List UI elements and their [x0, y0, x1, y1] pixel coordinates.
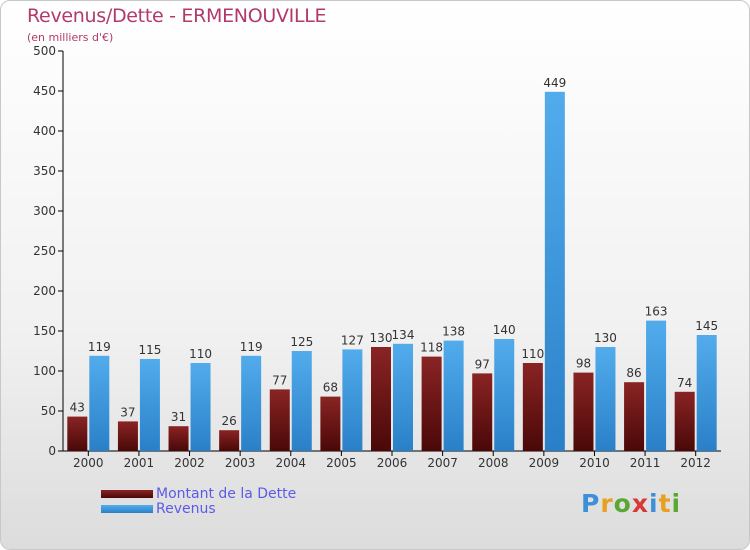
bar-revenus: [696, 335, 717, 451]
bar-dette: [219, 430, 240, 451]
logo-letter: i: [671, 489, 682, 518]
x-tick-label: 2008: [478, 456, 509, 470]
bar-revenus: [544, 91, 565, 452]
y-tick-label: 0: [48, 444, 56, 458]
data-label-revenus: 119: [88, 340, 111, 354]
x-tick-label: 2001: [124, 456, 155, 470]
bar-revenus: [595, 347, 616, 451]
bar-dette: [522, 363, 543, 451]
chart-title: Revenus/Dette - ERMENOUVILLE: [27, 5, 327, 27]
legend-swatch-revenus: [101, 505, 153, 513]
bar-dette: [674, 391, 695, 451]
bars-layer: [67, 91, 717, 452]
chart-subtitle: (en milliers d'€): [27, 31, 114, 44]
data-label-dette: 43: [70, 401, 85, 415]
bar-revenus: [190, 363, 211, 451]
bar-revenus: [89, 355, 110, 451]
y-tick-label: 50: [41, 404, 56, 418]
data-label-dette: 77: [272, 373, 287, 387]
data-label-dette: 31: [171, 410, 186, 424]
legend-label-debt: Montant de la Dette: [156, 486, 297, 502]
x-tick-label: 2012: [680, 456, 711, 470]
bar-revenus: [139, 359, 160, 451]
data-label-revenus: 125: [290, 335, 313, 349]
logo-letter: x: [631, 489, 649, 518]
bar-dette: [168, 426, 189, 451]
data-label-revenus: 145: [695, 319, 718, 333]
bar-revenus: [241, 355, 262, 451]
x-tick-label: 2003: [225, 456, 256, 470]
y-tick-label: 250: [33, 244, 56, 258]
bar-dette: [117, 421, 138, 451]
data-label-dette: 118: [420, 341, 443, 355]
x-tick-label: 2002: [174, 456, 205, 470]
data-label-revenus: 449: [543, 76, 566, 90]
y-tick-label: 300: [33, 204, 56, 218]
bar-dette: [624, 382, 645, 451]
legend-swatch-debt: [101, 490, 153, 498]
data-label-dette: 86: [626, 366, 641, 380]
y-tick-label: 350: [33, 164, 56, 178]
x-tick-label: 2005: [326, 456, 357, 470]
x-tick-label: 2009: [529, 456, 560, 470]
x-tick-label: 2000: [73, 456, 104, 470]
data-label-revenus: 140: [493, 323, 516, 337]
bar-dette: [472, 373, 493, 451]
legend-label-revenus: Revenus: [156, 501, 216, 517]
bar-dette: [421, 356, 442, 451]
logo-letter: o: [613, 489, 632, 518]
x-tick-label: 2007: [427, 456, 458, 470]
x-tick-label: 2006: [377, 456, 408, 470]
data-label-dette: 37: [120, 405, 135, 419]
data-label-revenus: 138: [442, 325, 465, 339]
logo-letter: i: [649, 489, 659, 518]
data-label-revenus: 127: [341, 333, 364, 347]
data-label-dette: 98: [576, 357, 591, 371]
logo-letter: P: [581, 489, 601, 518]
data-label-dette: 97: [475, 357, 490, 371]
logo-letter: r: [600, 489, 614, 518]
data-label-revenus: 130: [594, 331, 617, 345]
bar-revenus: [291, 351, 312, 451]
logo-letter: t: [658, 489, 672, 518]
x-tick-label: 2011: [630, 456, 661, 470]
y-tick-label: 450: [33, 84, 56, 98]
data-label-revenus: 134: [392, 328, 415, 342]
bar-revenus: [494, 339, 515, 451]
y-tick-label: 100: [33, 364, 56, 378]
data-label-revenus: 115: [138, 343, 161, 357]
bar-dette: [67, 416, 88, 451]
proxiti-logo: Proxiti: [581, 489, 681, 518]
data-label-dette: 68: [323, 381, 338, 395]
bar-dette: [371, 347, 391, 451]
bar-revenus: [393, 343, 413, 451]
data-label-revenus: 163: [645, 305, 668, 319]
x-tick-label: 2010: [579, 456, 610, 470]
bar-dette: [269, 389, 290, 451]
y-tick-label: 400: [33, 124, 56, 138]
y-tick-label: 500: [33, 44, 56, 58]
bar-revenus: [342, 349, 363, 451]
bar-revenus: [646, 320, 667, 451]
data-label-dette: 110: [521, 347, 544, 361]
data-label-dette: 74: [677, 376, 692, 390]
bar-revenus: [443, 340, 464, 451]
data-label-revenus: 119: [240, 340, 263, 354]
y-tick-label: 200: [33, 284, 56, 298]
data-label-dette: 26: [222, 414, 237, 428]
y-tick-label: 150: [33, 324, 56, 338]
data-label-dette: 130: [370, 331, 393, 345]
bar-dette: [573, 372, 594, 451]
x-tick-label: 2004: [275, 456, 306, 470]
data-label-revenus: 110: [189, 347, 212, 361]
bar-dette: [320, 396, 341, 451]
